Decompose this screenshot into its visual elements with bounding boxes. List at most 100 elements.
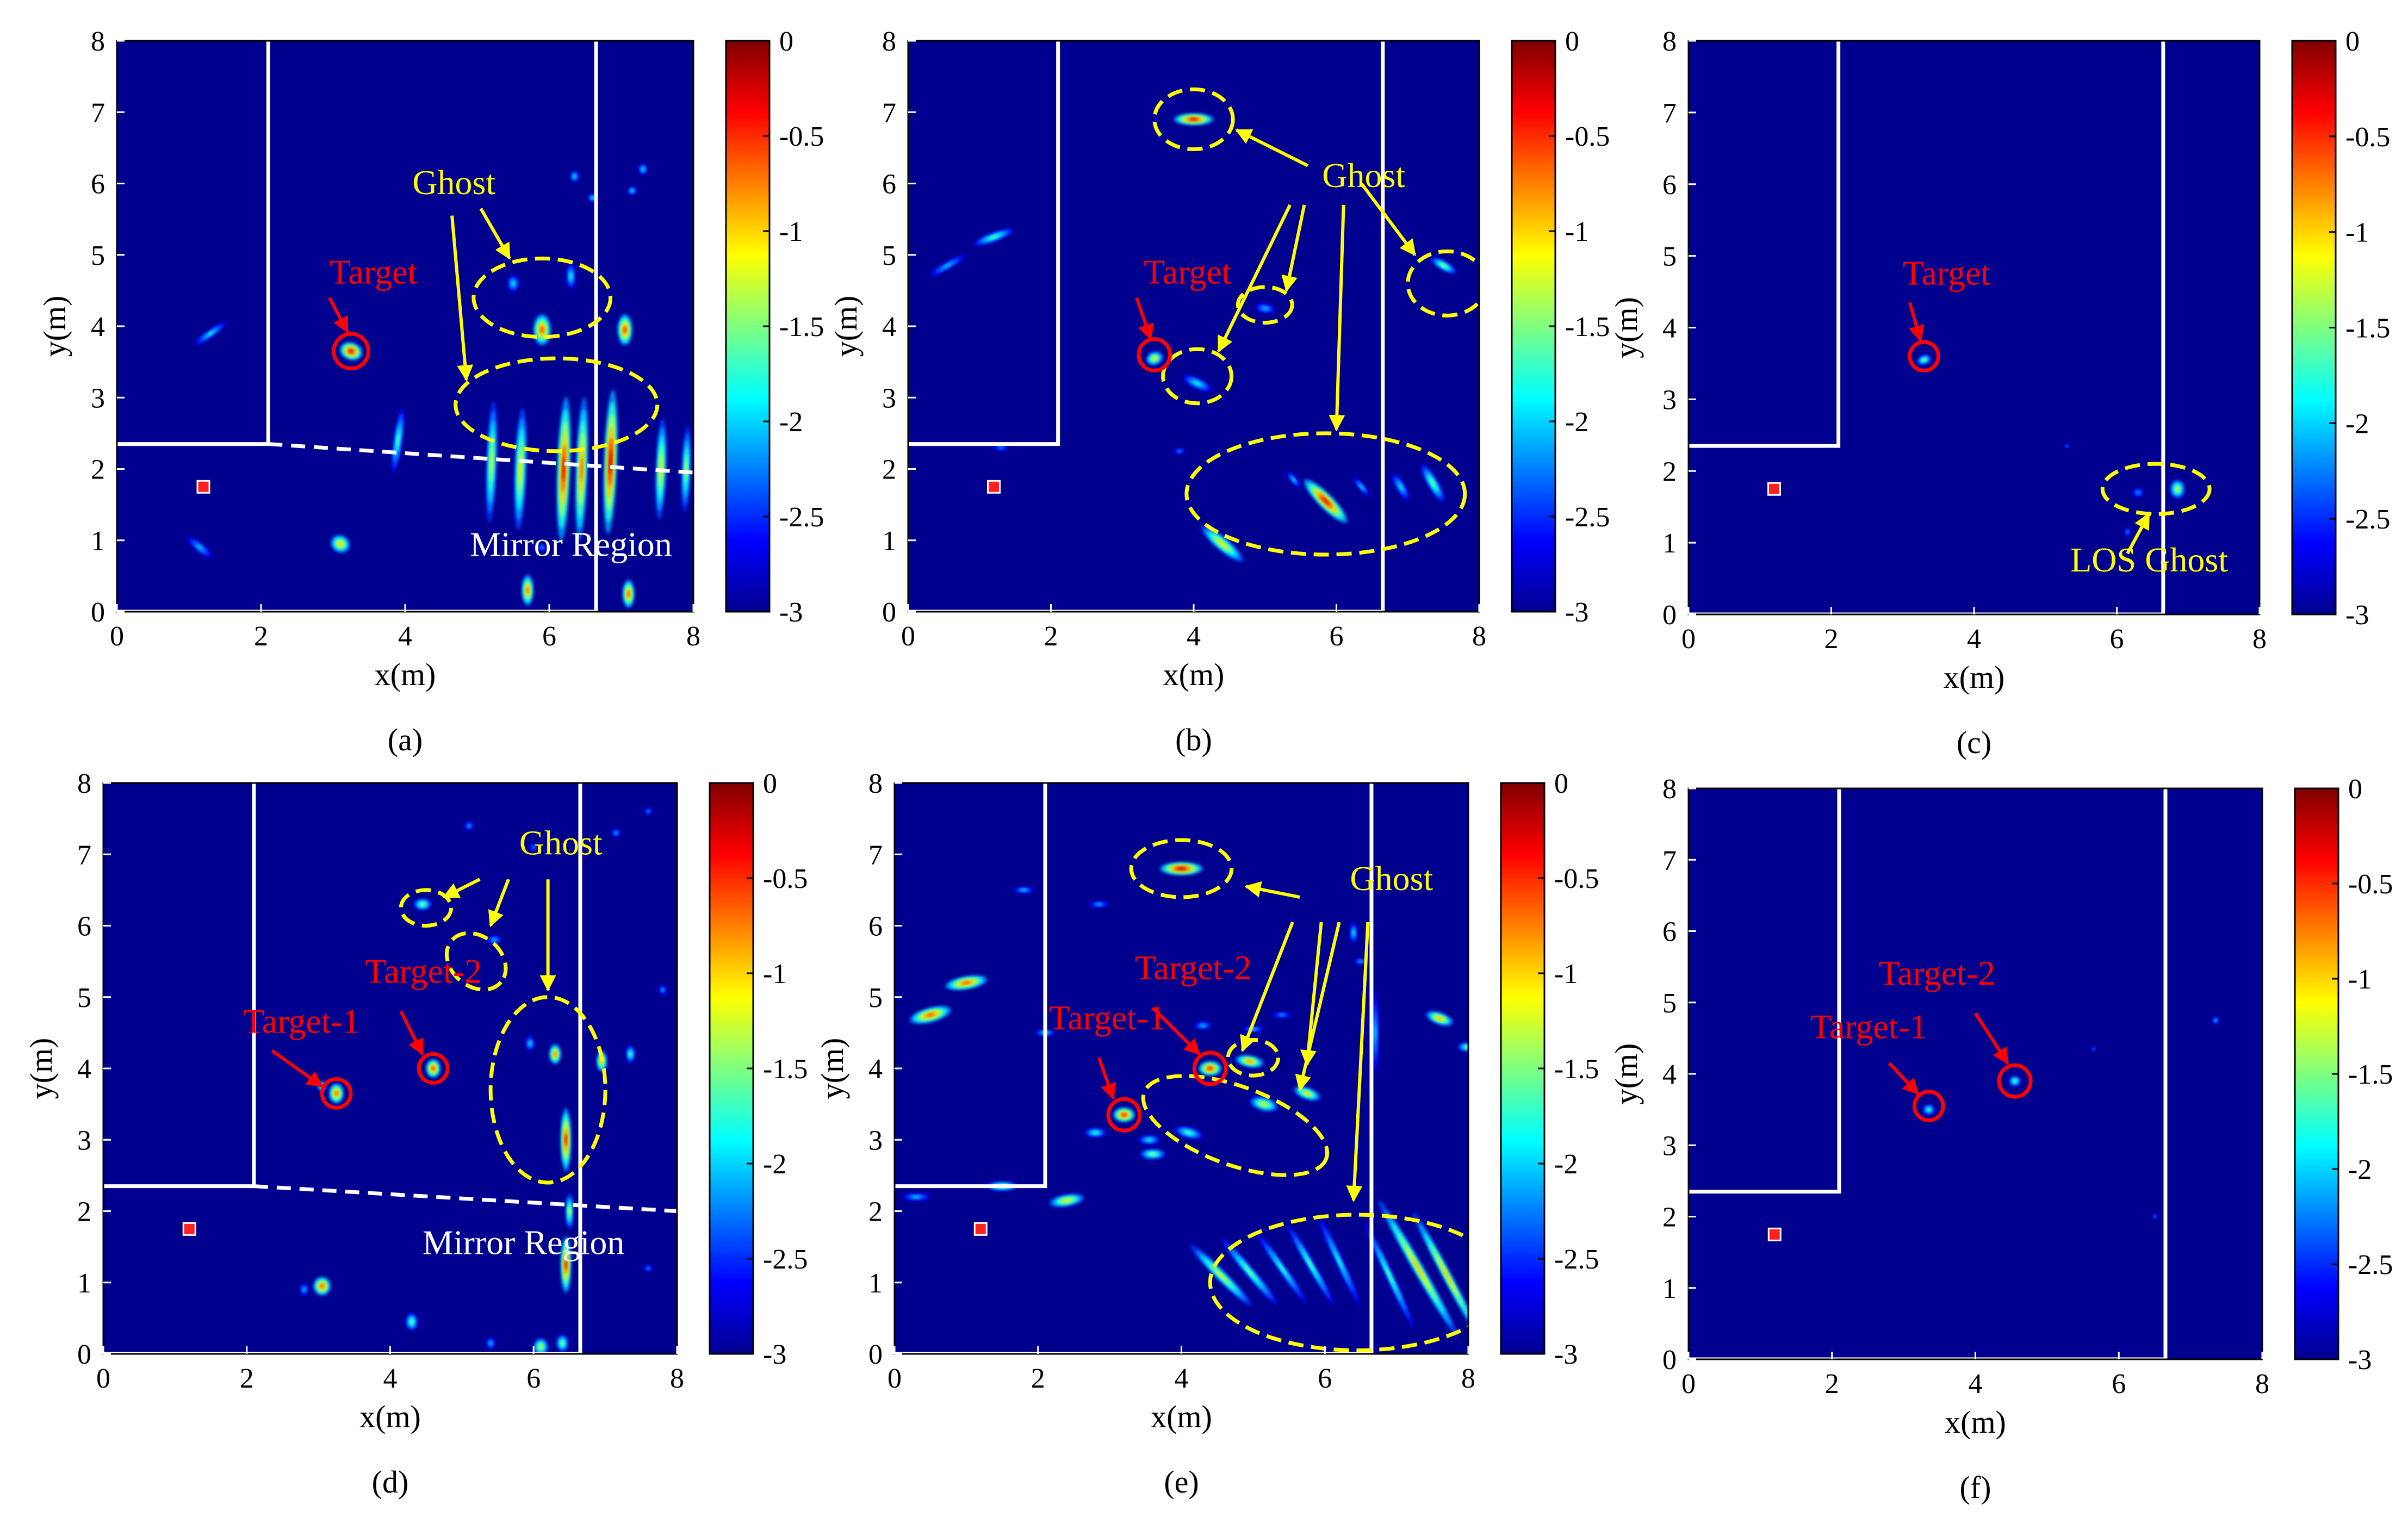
heat-blob bbox=[1088, 901, 1110, 907]
heat-blob bbox=[1413, 1212, 1468, 1339]
colorbar-tick-label: -1 bbox=[1565, 216, 1588, 247]
y-tick-label: 5 bbox=[1662, 988, 1677, 1019]
panel-caption: (a) bbox=[388, 722, 423, 757]
y-tick-label: 5 bbox=[77, 983, 91, 1014]
x-tick-label: 4 bbox=[383, 1363, 398, 1394]
y-tick-label: 3 bbox=[91, 383, 105, 414]
plot-background bbox=[1689, 41, 2260, 614]
heat-blob bbox=[644, 1264, 652, 1272]
colorbar-tick-label: -2.5 bbox=[2345, 504, 2390, 535]
x-tick-label: 8 bbox=[1461, 1363, 1475, 1394]
ghost-ellipse bbox=[399, 888, 454, 928]
ghost-arrow bbox=[1235, 128, 1309, 167]
colorbar-tick-label: 0 bbox=[1554, 768, 1568, 799]
x-tick-label: 4 bbox=[1967, 624, 1981, 655]
y-tick-label: 8 bbox=[77, 768, 91, 799]
y-tick-label: 8 bbox=[882, 26, 896, 57]
heat-blob bbox=[1201, 526, 1244, 562]
heat-blob bbox=[2064, 444, 2069, 449]
x-tick-label: 0 bbox=[888, 1363, 902, 1394]
heat-blob bbox=[909, 1006, 952, 1024]
y-tick-label: 1 bbox=[882, 526, 896, 557]
heat-blob bbox=[992, 444, 1010, 451]
wall-line bbox=[1689, 788, 1841, 1194]
y-tick-label: 6 bbox=[1662, 917, 1677, 948]
heat-blob bbox=[1257, 1233, 1307, 1304]
heat-blob bbox=[623, 579, 635, 608]
annotation-label: Ghost bbox=[1322, 156, 1405, 195]
target-circle bbox=[1106, 1097, 1142, 1133]
radar-marker bbox=[973, 1222, 988, 1236]
heat-blob bbox=[928, 254, 966, 277]
x-tick-label: 4 bbox=[398, 621, 412, 652]
x-tick-label: 6 bbox=[1330, 621, 1344, 652]
x-tick-label: 0 bbox=[110, 621, 124, 652]
heat-blob bbox=[1199, 1061, 1222, 1076]
heat-blob bbox=[1159, 862, 1203, 875]
heat-blob bbox=[300, 1284, 309, 1296]
heat-blob bbox=[329, 1083, 344, 1104]
panels-layer: Target Ghost Mirror Region 0 2 4 6 8 0 1 2 3 4 5 6 7 8 x(… bbox=[23, 26, 2393, 1505]
y-tick-label: 0 bbox=[868, 1339, 883, 1370]
y-tick-label: 4 bbox=[91, 312, 105, 343]
ghost-arrow bbox=[479, 207, 511, 260]
y-tick-label: 0 bbox=[882, 597, 896, 628]
radar-marker bbox=[987, 480, 1001, 494]
x-axis-label: x(m) bbox=[1945, 1404, 2006, 1440]
heat-blob bbox=[522, 574, 533, 606]
x-axis-label: x(m) bbox=[1151, 1399, 1212, 1434]
colorbar-tick-label: -0.5 bbox=[1565, 121, 1610, 152]
colorbar-tick-label: -1 bbox=[2348, 964, 2372, 995]
ghost-ellipse bbox=[1184, 431, 1467, 557]
heat-blob bbox=[2213, 1017, 2219, 1024]
heat-blob bbox=[1146, 351, 1163, 365]
heat-blob bbox=[1235, 1055, 1264, 1068]
plot-area bbox=[1689, 41, 2212, 614]
ghost-ellipse bbox=[445, 931, 508, 992]
colorbar-tick-label: -1.5 bbox=[1565, 312, 1610, 343]
heat-blob bbox=[556, 1334, 568, 1352]
y-tick-label: 7 bbox=[868, 840, 883, 871]
heat-blob bbox=[973, 228, 1014, 246]
y-axis-label: y(m) bbox=[828, 296, 864, 357]
wall-line bbox=[1689, 41, 1841, 448]
colorbar-tick-label: 0 bbox=[2345, 26, 2360, 57]
heat-blob bbox=[1457, 1042, 1468, 1052]
y-tick-label: 4 bbox=[77, 1054, 91, 1085]
y-tick-label: 2 bbox=[1662, 456, 1677, 487]
colorbar-tick-label: -2.5 bbox=[779, 502, 824, 533]
annotation-label: Ghost bbox=[519, 823, 603, 862]
ghost-ellipse bbox=[1129, 838, 1234, 899]
heat-blob bbox=[681, 426, 691, 512]
y-tick-label: 6 bbox=[882, 169, 896, 200]
y-axis-label: y(m) bbox=[1609, 297, 1644, 358]
colorbar-tick-label: -2 bbox=[2345, 408, 2369, 439]
y-tick-label: 8 bbox=[1662, 774, 1677, 805]
heat-blob bbox=[464, 821, 474, 830]
plot-background bbox=[1689, 788, 2262, 1359]
heat-blob bbox=[566, 263, 575, 289]
wall-line bbox=[895, 783, 1047, 1189]
radar-marker bbox=[196, 480, 210, 494]
heat-blob bbox=[1175, 1126, 1203, 1139]
plot-background bbox=[103, 783, 677, 1354]
heat-blob bbox=[1174, 113, 1214, 125]
heat-blob bbox=[603, 389, 618, 534]
ghost-arrow bbox=[1240, 921, 1294, 1052]
colorbar bbox=[2294, 787, 2339, 1360]
colorbar bbox=[2291, 40, 2337, 615]
x-tick-label: 6 bbox=[542, 621, 556, 652]
heat-blob bbox=[659, 985, 667, 995]
ghost-arrow bbox=[1295, 922, 1341, 1092]
panel-caption: (d) bbox=[372, 1464, 409, 1500]
colorbar-tick-label: -1.5 bbox=[763, 1054, 808, 1085]
y-tick-label: 6 bbox=[91, 169, 105, 200]
x-tick-label: 2 bbox=[240, 1363, 254, 1394]
heat-blob bbox=[2009, 1075, 2021, 1086]
heat-blob bbox=[533, 314, 551, 346]
heat-blob bbox=[644, 807, 652, 816]
y-tick-label: 0 bbox=[1662, 600, 1677, 631]
target-circle bbox=[1997, 1063, 2033, 1099]
heat-blob bbox=[561, 1108, 571, 1172]
